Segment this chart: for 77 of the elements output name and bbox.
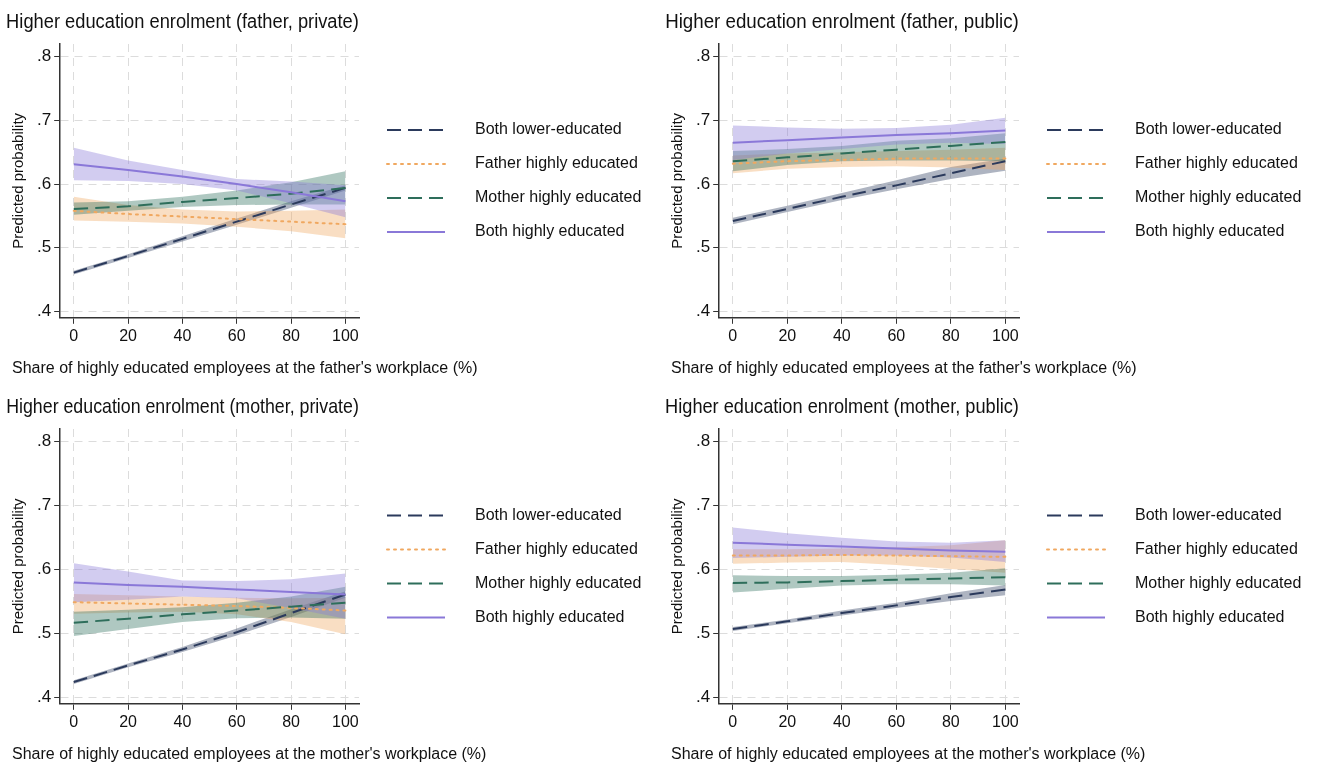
x-tick-label: 60 [887,326,906,344]
line-series [72,601,347,612]
y-axis-title: Predicted probability [668,112,686,249]
x-tick-label: 0 [69,712,79,730]
x-tick-label: 40 [173,326,192,344]
y-tick-label: .5 [695,623,711,643]
x-tick-label: 80 [282,326,301,344]
y-tick-label: .4 [36,301,52,321]
y-axis-title: Predicted probability [9,112,27,249]
y-tick-label: .4 [695,687,711,707]
y-tick-label: .6 [36,173,52,193]
y-tick-label: .8 [36,431,52,451]
x-tick-label: 60 [227,326,246,344]
legend-label: Father highly educated [475,539,638,557]
legend-label: Both highly educated [475,607,625,625]
x-tick-label: 20 [119,326,138,344]
y-axis-title: Predicted probability [9,497,27,635]
y-tick-label: .4 [36,687,52,707]
legend-label: Mother highly educated [1135,573,1302,591]
x-tick-label: 100 [992,326,1019,344]
y-tick-label: .7 [695,110,711,130]
legend-label: Mother highly educated [475,188,642,206]
y-tick-label: .7 [36,110,52,130]
x-tick-label: 20 [119,712,138,730]
line-series [72,601,347,624]
y-tick-label: .5 [695,237,711,257]
y-tick-label: .7 [36,495,52,515]
x-tick-label: 40 [173,712,192,730]
legend-label: Both highly educated [475,222,625,240]
x-tick-label: 20 [778,712,797,730]
y-tick-label: .5 [36,237,52,257]
x-tick-label: 60 [227,712,246,730]
legend-label: Both lower-educated [475,505,622,523]
y-tick-label: .6 [695,559,711,579]
legend-label: Mother highly educated [475,573,642,591]
x-tick-label: 40 [832,326,851,344]
y-tick-label: .8 [695,46,711,66]
x-axis-title: Share of highly educated employees at the father's workplace (%) [12,359,478,377]
x-tick-label: 80 [941,712,960,730]
legend-label: Father highly educated [1135,539,1298,557]
chart-title: Higher education enrolment (mother, private) [6,394,359,417]
x-tick-label: 100 [332,326,359,344]
y-tick-label: .7 [695,495,711,515]
legend-label: Mother highly educated [1135,188,1302,206]
x-axis-title: Share of highly educated employees at the mother's workplace (%) [12,745,487,763]
y-tick-label: .8 [36,46,52,66]
x-axis-title: Share of highly educated employees at the mother's workplace (%) [671,745,1146,763]
y-tick-label: .5 [36,623,52,643]
x-tick-label: 80 [282,712,301,730]
y-tick-label: .4 [695,301,711,321]
x-tick-label: 0 [728,712,738,730]
x-tick-label: 60 [887,712,906,730]
legend-label: Both lower-educated [1135,505,1282,523]
legend-label: Father highly educated [1135,154,1298,172]
x-tick-label: 0 [69,326,79,344]
line-series [731,141,1007,163]
x-tick-label: 0 [728,326,738,344]
y-tick-label: .8 [695,431,711,451]
legend-label: Both lower-educated [475,120,622,138]
legend-label: Both highly educated [1135,222,1285,240]
x-tick-label: 100 [992,712,1019,730]
y-tick-label: .6 [36,559,52,579]
x-tick-label: 100 [332,712,359,730]
x-tick-label: 80 [941,326,960,344]
legend-label: Both lower-educated [1135,120,1282,138]
chart-title: Higher education enrolment (father, public) [665,8,1019,32]
chart-title: Higher education enrolment (mother, public) [665,394,1019,417]
y-tick-label: .6 [695,173,711,193]
x-tick-label: 20 [778,326,797,344]
legend-label: Both highly educated [1135,607,1285,625]
y-axis-title: Predicted probability [668,497,686,635]
x-axis-title: Share of highly educated employees at the father's workplace (%) [671,359,1137,377]
x-tick-label: 40 [832,712,851,730]
legend-label: Father highly educated [475,154,638,172]
line-series [72,209,347,226]
chart-title: Higher education enrolment (father, private) [6,9,359,32]
line-series [72,186,347,210]
